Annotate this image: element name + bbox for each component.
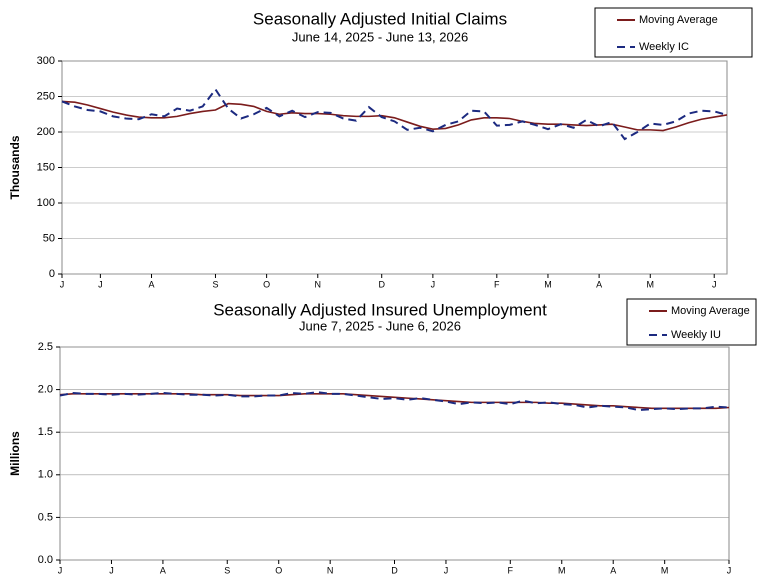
x-tick-label: D	[378, 279, 385, 289]
x-tick-label: M	[544, 279, 552, 289]
series-line	[59, 391, 730, 412]
x-tick-label: M	[661, 565, 669, 575]
series-line	[59, 393, 730, 410]
x-tick-label: J	[109, 565, 114, 575]
x-tick-label: N	[315, 279, 322, 289]
x-tick-label: J	[58, 565, 63, 575]
y-tick-label: 0	[49, 268, 55, 280]
legend-box	[626, 298, 757, 346]
y-tick-label: 2.5	[38, 341, 53, 353]
x-tick-label: J	[712, 279, 717, 289]
x-tick-label: O	[263, 279, 270, 289]
y-tick-label: 250	[37, 90, 55, 102]
y-tick-label: 200	[37, 126, 55, 138]
legend-label: Moving Average	[639, 14, 718, 26]
x-tick-label: S	[212, 279, 218, 289]
chart-subtitle: June 14, 2025 - June 13, 2026	[292, 29, 468, 44]
x-tick-label: J	[98, 279, 103, 289]
chart-title: Seasonally Adjusted Initial Claims	[253, 9, 507, 28]
chart-subtitle: June 7, 2025 - June 6, 2026	[299, 318, 461, 333]
y-tick-label: 1.0	[38, 469, 53, 481]
x-tick-label: N	[327, 565, 334, 575]
x-tick-label: J	[431, 279, 436, 289]
series-line	[61, 87, 728, 141]
x-tick-label: J	[727, 565, 732, 575]
y-tick-label: 2.0	[38, 384, 53, 396]
x-tick-label: A	[610, 565, 616, 575]
legend-label: Weekly IU	[671, 329, 721, 341]
y-axis-label: Millions	[8, 431, 22, 476]
x-tick-label: A	[160, 565, 166, 575]
y-tick-label: 150	[37, 161, 55, 173]
x-tick-label: J	[444, 565, 449, 575]
x-tick-label: M	[647, 279, 655, 289]
y-tick-label: 300	[37, 55, 55, 67]
y-tick-label: 50	[43, 232, 55, 244]
x-tick-label: S	[224, 565, 230, 575]
x-tick-label: A	[149, 279, 155, 289]
legend-label: Moving Average	[671, 305, 750, 317]
y-tick-label: 0.0	[38, 554, 53, 566]
x-tick-label: A	[596, 279, 602, 289]
chart-title: Seasonally Adjusted Insured Unemployment	[213, 300, 547, 319]
y-tick-label: 100	[37, 197, 55, 209]
y-tick-label: 0.5	[38, 511, 53, 523]
legend-label: Weekly IC	[639, 41, 689, 53]
x-tick-label: D	[391, 565, 398, 575]
series-line	[61, 100, 728, 132]
x-tick-label: F	[508, 565, 514, 575]
y-tick-label: 1.5	[38, 426, 53, 438]
x-tick-label: J	[60, 279, 65, 289]
legend-box	[594, 7, 753, 58]
x-tick-label: O	[275, 565, 282, 575]
x-tick-label: M	[558, 565, 566, 575]
x-tick-label: F	[494, 279, 500, 289]
plot-area	[59, 346, 730, 561]
y-axis-label: Thousands	[8, 135, 22, 199]
